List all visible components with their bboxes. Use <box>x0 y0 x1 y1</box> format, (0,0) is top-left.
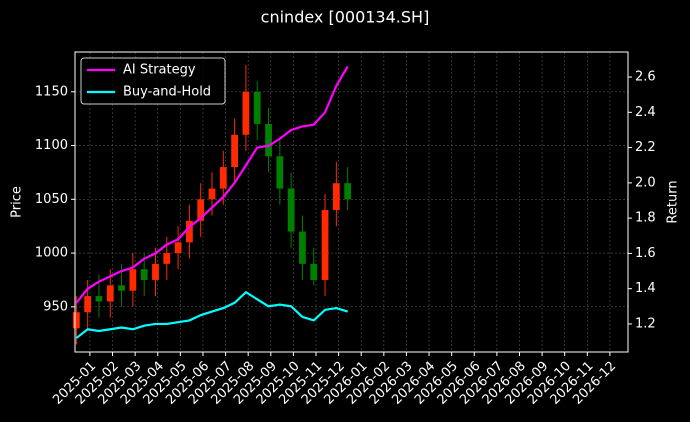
candle-body <box>106 285 114 302</box>
y-tick-label: 950 <box>43 299 68 314</box>
candle-body <box>287 188 295 232</box>
candle-body <box>242 91 250 135</box>
y-tick-label: 1100 <box>35 138 68 153</box>
y2-tick-label: 2.2 <box>635 140 656 155</box>
chart-title: cnindex [000134.SH] <box>261 8 430 27</box>
candle-body <box>344 183 352 200</box>
candle-body <box>140 269 148 280</box>
candle-body <box>95 296 103 302</box>
candle-body <box>265 124 272 157</box>
legend-label: Buy-and-Hold <box>123 85 211 100</box>
legend-label: AI Strategy <box>123 63 196 78</box>
y2-tick-label: 1.4 <box>635 281 656 296</box>
y2-tick-label: 2.4 <box>635 105 656 120</box>
candle-body <box>219 167 227 189</box>
candle-body <box>332 183 340 211</box>
plot-frame <box>74 51 629 353</box>
candle-body <box>118 285 125 291</box>
y2-tick-label: 2.6 <box>635 70 656 85</box>
y2-tick-label: 2.0 <box>635 175 656 190</box>
y-axis-label: Price <box>10 186 25 218</box>
candle-body <box>163 253 171 264</box>
candle-body <box>129 269 137 291</box>
y-tick-label: 1150 <box>35 84 68 99</box>
candle-body <box>208 188 216 200</box>
y-tick-label: 1050 <box>35 192 68 207</box>
candle-body <box>253 91 261 125</box>
line-series <box>75 65 349 304</box>
y2-tick-label: 1.6 <box>635 246 656 261</box>
candle-body <box>174 242 182 254</box>
y2-tick-label: 1.8 <box>635 211 656 226</box>
y-tick-label: 1000 <box>35 246 68 261</box>
candle-body <box>84 296 92 313</box>
candle-body <box>321 210 329 280</box>
y2-axis-label: Return <box>666 180 681 223</box>
candle-body <box>197 199 205 221</box>
candle-body <box>72 312 80 329</box>
y2-tick-label: 1.2 <box>635 316 656 331</box>
candle-body <box>186 220 193 243</box>
line-series <box>75 290 348 339</box>
candle-body <box>152 263 159 280</box>
candle-body <box>299 231 306 264</box>
candle-body <box>310 263 318 280</box>
candle-body <box>276 156 284 189</box>
legend-box <box>80 57 226 105</box>
candle-body <box>231 134 239 168</box>
